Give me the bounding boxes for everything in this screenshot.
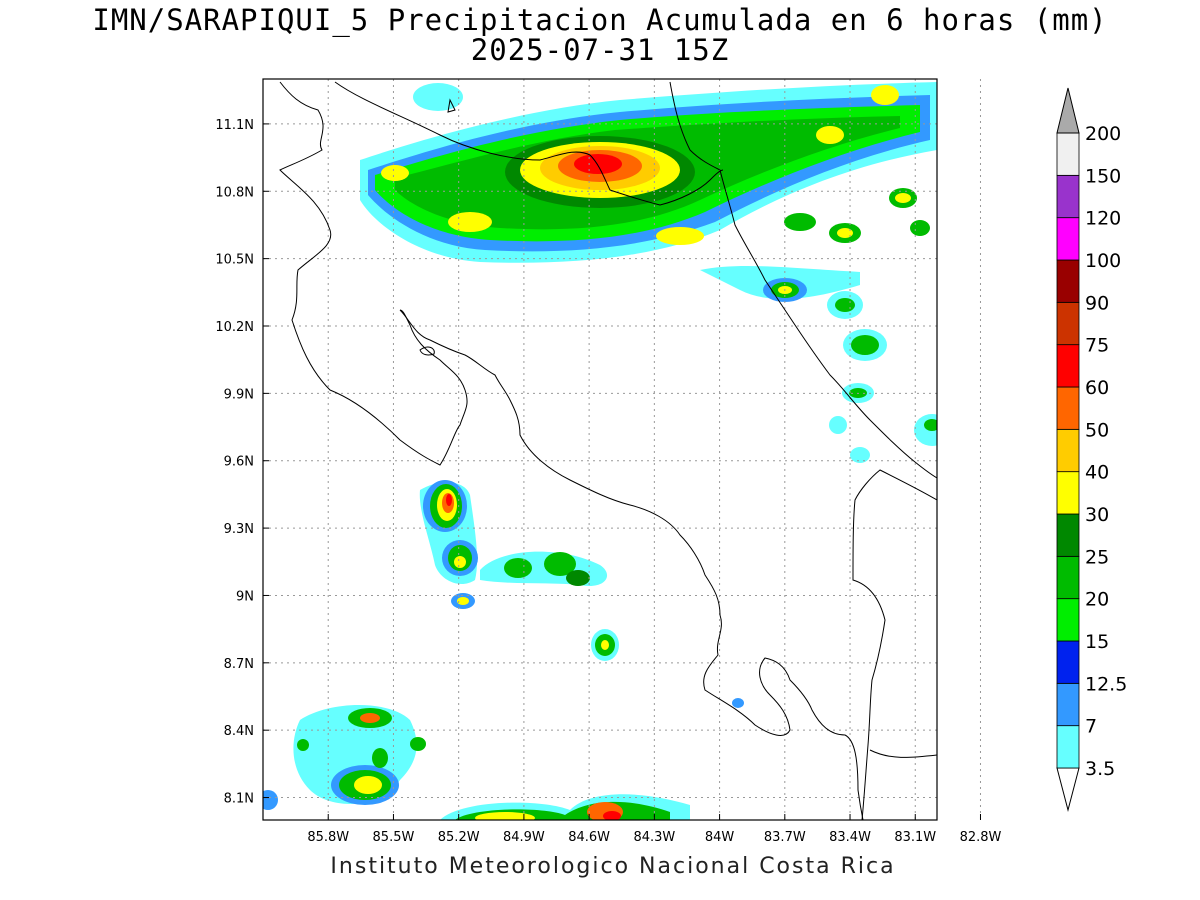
colorbar-label: 120: [1085, 208, 1121, 230]
colorbar-segment: [1056, 471, 1080, 515]
longitude-tick-label: 84.9W: [503, 830, 545, 845]
lake-nicaragua-shore: [447, 98, 456, 113]
graticule: [263, 79, 981, 820]
longitude-axis: 85.8W 85.5W 85.2W 84.9W 84.6W 84.3W 84W 83.7W 83…: [307, 814, 1002, 845]
colorbar-segment: [1056, 682, 1080, 727]
colorbar-label: 15: [1085, 631, 1109, 653]
longitude-tick-label: 83.7W: [764, 830, 806, 845]
colorbar-segment: [1056, 301, 1080, 346]
rain-cell-north-band: [360, 82, 937, 263]
latitude-tick-label: 10.5N: [215, 253, 254, 268]
colorbar-label: 25: [1085, 546, 1109, 568]
colorbar-label: 20: [1085, 589, 1109, 611]
latitude-tick-label: 8.4N: [224, 724, 254, 739]
precipitation-field: [263, 82, 937, 820]
latitude-tick-label: 10.2N: [215, 320, 254, 335]
colorbar-segment: [1056, 217, 1080, 261]
longitude-tick-label: 82.8W: [960, 830, 1002, 845]
island: [419, 346, 435, 356]
rain-cell-caribbean-coast: [700, 266, 937, 463]
colorbar-segment: [1056, 132, 1080, 176]
colorbar-over-triangle: [1056, 87, 1080, 134]
longitude-tick-label: 85.8W: [307, 830, 349, 845]
colorbar-segment: [1056, 386, 1080, 430]
colorbar-label: 50: [1085, 419, 1109, 441]
longitude-tick-label: 84W: [705, 830, 735, 845]
colorbar-label: 200: [1085, 123, 1121, 145]
map-valid-time: 2025-07-31 15Z: [470, 33, 730, 67]
colorbar-segment: [1056, 598, 1080, 642]
colorbar-label: 12.5: [1085, 673, 1127, 695]
nicaragua-pacific-coast: [279, 81, 468, 466]
colorbar-label: 30: [1085, 504, 1109, 526]
colorbar-segment: [1056, 640, 1080, 684]
gulf-of-nicoya-coast: [399, 309, 864, 820]
colorbar-under-triangle: [1056, 767, 1080, 812]
credit-text: Instituto Meteorologico Nacional Costa R…: [330, 854, 896, 879]
colorbar-legend: 3.5 7 12.5 15 20 25 30 40 50 60 75 90 100 120 150 200: [1056, 87, 1127, 812]
latitude-tick-label: 8.7N: [224, 657, 254, 672]
colorbar-segment: [1056, 725, 1080, 769]
latitude-axis: 8.1N 8.4N 8.7N 9N 9.3N 9.6N 9.9N 10.2N 10.5N 10.8…: [215, 118, 269, 807]
colorbar-segment: [1056, 344, 1080, 388]
coastlines: [279, 81, 937, 820]
colorbar-label: 75: [1085, 335, 1109, 357]
panama-border: [852, 469, 937, 820]
colorbar-label: 60: [1085, 377, 1109, 399]
latitude-tick-label: 9N: [236, 589, 254, 604]
latitude-tick-label: 9.9N: [224, 387, 254, 402]
map-frame: [262, 78, 938, 821]
colorbar-segment: [1056, 428, 1080, 473]
colorbar-label: 100: [1085, 250, 1121, 272]
colorbar-segment: [1056, 513, 1080, 557]
latitude-tick-label: 11.1N: [215, 118, 254, 133]
nicaragua-costa-rica-border: [334, 81, 724, 206]
longitude-tick-label: 83.1W: [894, 830, 936, 845]
longitude-tick-label: 85.2W: [438, 830, 480, 845]
caribbean-coast: [669, 81, 937, 479]
colorbar-label: 90: [1085, 292, 1109, 314]
latitude-tick-label: 8.1N: [224, 792, 254, 807]
latitude-tick-label: 10.8N: [215, 185, 254, 200]
colorbar-label: 40: [1085, 462, 1109, 484]
colorbar-segment: [1056, 555, 1080, 600]
colorbar-label: 150: [1085, 165, 1121, 187]
longitude-tick-label: 85.5W: [373, 830, 415, 845]
latitude-tick-label: 9.6N: [224, 455, 254, 470]
colorbar-label: 3.5: [1085, 758, 1115, 780]
colorbar-label: 7: [1085, 716, 1097, 738]
colorbar-segment: [1056, 259, 1080, 303]
rain-cell-south: [263, 705, 690, 820]
rain-cell-central: [419, 480, 744, 708]
southern-coast: [869, 749, 937, 758]
latitude-tick-label: 9.3N: [224, 522, 254, 537]
longitude-tick-label: 83.4W: [829, 830, 871, 845]
map-title: IMN/SARAPIQUI_5 Precipitacion Acumulada …: [92, 3, 1108, 37]
longitude-tick-label: 84.3W: [633, 830, 675, 845]
colorbar-segment: [1056, 174, 1080, 219]
longitude-tick-label: 84.6W: [568, 830, 610, 845]
